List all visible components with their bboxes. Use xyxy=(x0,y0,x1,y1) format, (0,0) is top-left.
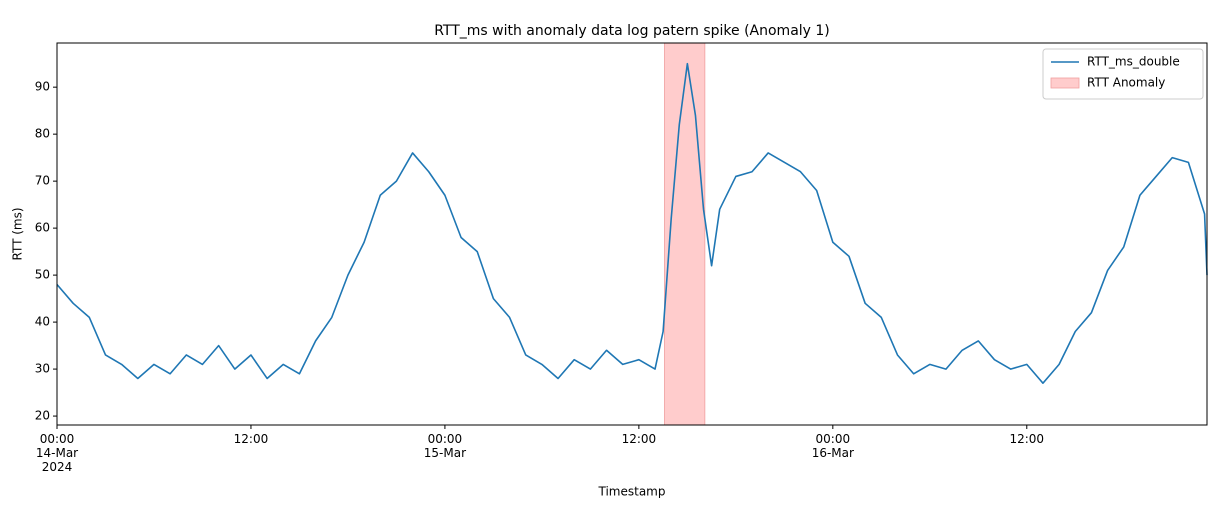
legend-swatch xyxy=(1050,77,1080,89)
legend-box xyxy=(1042,48,1204,100)
x-tick-label: 12:00 xyxy=(234,432,269,446)
x-axis-label: Timestamp xyxy=(598,485,666,499)
x-tick-label: 12:00 xyxy=(622,432,657,446)
x-tick-label: 00:00 15-Mar xyxy=(424,432,466,460)
x-tick-label: 00:00 16-Mar xyxy=(812,432,854,460)
y-tick-label: 20 xyxy=(35,409,50,423)
x-tick-label: 00:00 14-Mar 2024 xyxy=(36,432,78,474)
rtt-line xyxy=(56,62,1208,384)
legend-label: RTT_ms_double xyxy=(1087,55,1180,69)
legend-label: RTT Anomaly xyxy=(1087,76,1165,90)
anomaly-span xyxy=(664,42,706,426)
legend: RTT_ms_double RTT Anomaly xyxy=(1042,48,1204,100)
chart-title: RTT_ms with anomaly data log patern spik… xyxy=(434,23,830,39)
y-tick-label: 90 xyxy=(35,80,50,94)
y-axis-label: RTT (ms) xyxy=(11,207,25,260)
x-tick-label: 12:00 xyxy=(1009,432,1044,446)
y-tick-label: 80 xyxy=(35,127,50,141)
y-tick-label: 70 xyxy=(35,174,50,188)
y-tick-label: 60 xyxy=(35,221,50,235)
y-tick-label: 50 xyxy=(35,268,50,282)
plot-frame xyxy=(56,42,1208,426)
y-tick-label: 30 xyxy=(35,362,50,376)
y-tick-label: 40 xyxy=(35,315,50,329)
